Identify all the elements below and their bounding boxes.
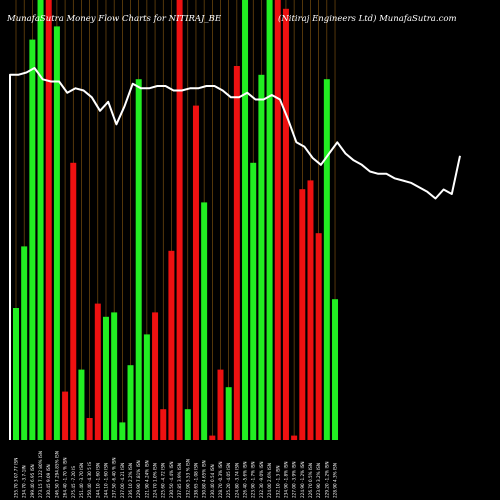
inflow-bar bbox=[184, 409, 191, 440]
x-tick-label: 230.50 -4.4% ISN bbox=[169, 462, 174, 499]
x-tick-label: 250.40 -4.30 5 IS bbox=[87, 462, 92, 498]
x-tick-label: 234.90 -1.8% ISN bbox=[283, 462, 288, 499]
x-tick-label: 223.90 -1.7% ISN bbox=[251, 462, 256, 499]
inflow-bar bbox=[127, 365, 134, 440]
x-tick-label: 232.10 -1.3 ISN bbox=[275, 465, 280, 498]
inflow-bar bbox=[143, 334, 150, 440]
x-tick-label: 227.00 -3.9% ISN bbox=[292, 462, 297, 499]
x-tick-label: 223.90 3.2% ISN bbox=[316, 463, 321, 498]
outflow-bar bbox=[209, 435, 216, 440]
x-tick-label: 224.90 -1.2% ISN bbox=[300, 462, 305, 499]
x-tick-label: 228.90 4.3% ISN bbox=[333, 463, 338, 498]
x-tick-label: 238.65 -1.08 ISN bbox=[193, 463, 198, 498]
bars bbox=[13, 0, 339, 441]
x-tick-label: 226.70 0.5% ISN bbox=[308, 463, 313, 498]
x-tick-labels: 255.70 3 07.77 ISN 234.70 -3.7-1IN 299.40 … bbox=[14, 451, 338, 498]
outflow-bar bbox=[307, 180, 314, 440]
inflow-bar bbox=[250, 162, 257, 441]
outflow-bar bbox=[299, 189, 306, 440]
x-tick-label: 244.10 -1.60 ISN bbox=[95, 463, 100, 498]
x-tick-label: 230.40 0.54 ISN bbox=[210, 464, 215, 498]
inflow-bar bbox=[201, 202, 208, 440]
inflow-bar bbox=[258, 74, 265, 441]
x-tick-label: 228.70 -0.3% ISN bbox=[218, 462, 223, 499]
outflow-bar bbox=[176, 0, 183, 440]
inflow-bar bbox=[323, 79, 330, 440]
inflow-bar bbox=[332, 299, 339, 440]
x-tick-label: 226.40 -5.6% ISN bbox=[243, 462, 248, 499]
inflow-bar bbox=[111, 312, 118, 440]
x-tick-label: 232.30 -9.0% ISN bbox=[259, 462, 264, 499]
x-tick-label: 236.10 2.2% ISN bbox=[128, 463, 133, 498]
x-tick-label: 224.80 -3.74 ISN bbox=[234, 463, 239, 498]
inflow-bar bbox=[21, 246, 28, 440]
x-tick-label: 275.45 -7.20 IS bbox=[71, 466, 76, 498]
x-tick-label: 237.00 -4.21 ISN bbox=[120, 463, 125, 498]
outflow-bar bbox=[274, 0, 281, 440]
x-tick-label: 230.45 9.09 ISN bbox=[46, 464, 51, 498]
x-tick-label: 299.40 6.95 ISN bbox=[30, 464, 35, 498]
x-tick-label: 225.60 -4.72 ISN bbox=[161, 463, 166, 498]
inflow-bar bbox=[29, 39, 36, 440]
outflow-bar bbox=[62, 391, 69, 440]
chart-title: MunafaSutra Money Flow Charts for NITIRA… bbox=[7, 14, 222, 24]
inflow-bar bbox=[225, 387, 232, 440]
inflow-bar bbox=[119, 422, 126, 440]
x-tick-label: 255.70 3 07.77 ISN bbox=[14, 458, 19, 498]
company-title: (Nitiraj Engineers Ltd) MunafaSutra.com bbox=[278, 14, 457, 24]
x-tick-label: 230.80 4.65% ISN bbox=[202, 460, 207, 498]
outflow-bar bbox=[192, 105, 199, 440]
x-tick-label: 264.40 -1.70 % ISN bbox=[63, 458, 68, 499]
x-tick-label: 273.15 7.122 80% ISN bbox=[38, 451, 43, 498]
x-tick-label: 251.40 -3.70 ISN bbox=[79, 463, 84, 498]
x-tick-label: 237.50 -6.40 % ISN bbox=[112, 458, 117, 499]
x-tick-label: 237.85 3.9% ISN bbox=[177, 463, 182, 498]
outflow-bar bbox=[86, 418, 93, 440]
x-tick-label: 234.70 -3.7-1IN bbox=[22, 465, 27, 498]
x-tick-label: 232.90 5.53 % ISN bbox=[185, 459, 190, 498]
outflow-bar bbox=[217, 369, 224, 440]
x-tick-label: 244.10 -1.60 ISN bbox=[103, 463, 108, 498]
inflow-bar bbox=[242, 0, 249, 440]
inflow-bar bbox=[266, 0, 273, 440]
x-tick-label: 225.20 -4.05 ISN bbox=[226, 463, 231, 498]
price-line-layer bbox=[9, 67, 461, 440]
outflow-bar bbox=[94, 303, 101, 440]
outflow-bar bbox=[291, 435, 298, 440]
inflow-bar bbox=[53, 26, 60, 441]
inflow-bar bbox=[135, 79, 142, 440]
inflow-bar bbox=[13, 308, 19, 440]
x-tick-label: 224.00 2.6% ISN bbox=[267, 463, 272, 498]
outflow-bar bbox=[282, 8, 289, 441]
outflow-bar bbox=[315, 233, 322, 440]
x-tick-label: 221.90 4.24% ISN bbox=[144, 460, 149, 498]
price-line bbox=[9, 67, 461, 440]
inflow-bar bbox=[37, 0, 44, 440]
outflow-bar bbox=[70, 162, 77, 441]
outflow-bar bbox=[168, 250, 175, 440]
inflow-bar bbox=[78, 369, 85, 440]
outflow-bar bbox=[233, 66, 240, 440]
x-tick-label: 229.20 -1.2% ISN bbox=[324, 462, 329, 499]
outflow-bar bbox=[160, 409, 167, 440]
inflow-bar bbox=[102, 316, 109, 440]
outflow-bar bbox=[152, 312, 159, 440]
x-tick-label: 246.50 7.294.85% ISN bbox=[54, 451, 59, 498]
x-tick-label: 229.90 7.81% ISN bbox=[136, 460, 141, 498]
outflow-bar bbox=[45, 0, 52, 440]
x-tick-label: 224.70 1.0% ISN bbox=[153, 463, 158, 498]
